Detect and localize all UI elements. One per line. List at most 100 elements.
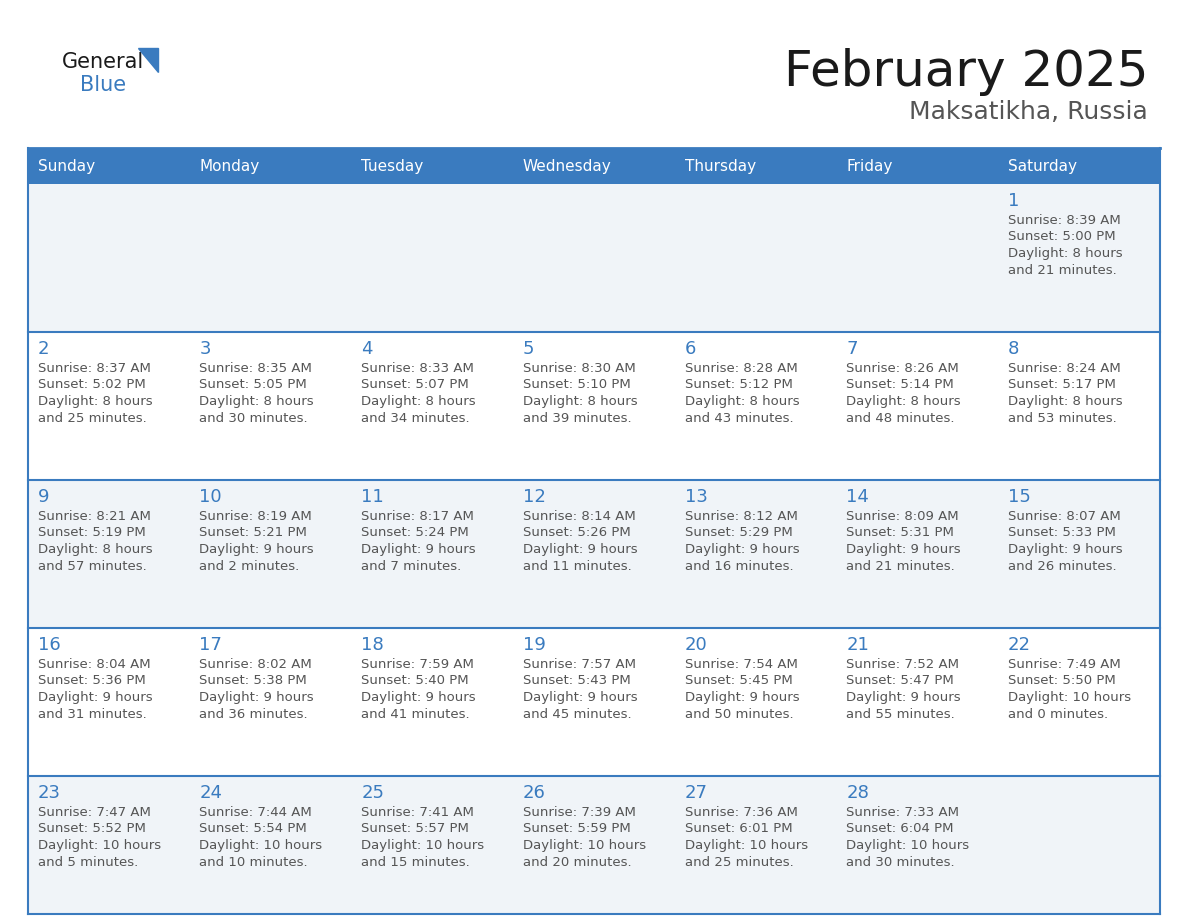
Text: and 11 minutes.: and 11 minutes. xyxy=(523,559,632,573)
Text: and 43 minutes.: and 43 minutes. xyxy=(684,411,794,424)
Text: and 53 minutes.: and 53 minutes. xyxy=(1007,411,1117,424)
Text: Sunrise: 8:02 AM: Sunrise: 8:02 AM xyxy=(200,658,312,671)
Text: Sunrise: 8:30 AM: Sunrise: 8:30 AM xyxy=(523,362,636,375)
Text: Sunrise: 8:07 AM: Sunrise: 8:07 AM xyxy=(1007,510,1120,523)
Text: Daylight: 9 hours: Daylight: 9 hours xyxy=(684,543,800,556)
Text: Sunrise: 8:19 AM: Sunrise: 8:19 AM xyxy=(200,510,312,523)
Bar xyxy=(29,628,1159,776)
Text: and 2 minutes.: and 2 minutes. xyxy=(200,559,299,573)
Text: Sunset: 5:24 PM: Sunset: 5:24 PM xyxy=(361,527,469,540)
Text: 18: 18 xyxy=(361,636,384,654)
Text: 8: 8 xyxy=(1007,340,1019,358)
Text: Sunrise: 8:28 AM: Sunrise: 8:28 AM xyxy=(684,362,797,375)
Text: Daylight: 10 hours: Daylight: 10 hours xyxy=(523,839,646,852)
Text: Daylight: 9 hours: Daylight: 9 hours xyxy=(1007,543,1123,556)
Text: 3: 3 xyxy=(200,340,211,358)
Polygon shape xyxy=(138,48,158,72)
Text: 16: 16 xyxy=(38,636,61,654)
Text: Sunset: 5:02 PM: Sunset: 5:02 PM xyxy=(38,378,145,391)
Text: and 34 minutes.: and 34 minutes. xyxy=(361,411,469,424)
Text: Daylight: 9 hours: Daylight: 9 hours xyxy=(38,691,152,704)
Text: Sunrise: 8:35 AM: Sunrise: 8:35 AM xyxy=(200,362,312,375)
Text: Daylight: 9 hours: Daylight: 9 hours xyxy=(523,543,638,556)
Text: and 57 minutes.: and 57 minutes. xyxy=(38,559,146,573)
Text: Sunrise: 8:39 AM: Sunrise: 8:39 AM xyxy=(1007,214,1120,227)
Text: 5: 5 xyxy=(523,340,535,358)
Bar xyxy=(29,480,1159,628)
Text: Sunset: 6:01 PM: Sunset: 6:01 PM xyxy=(684,823,792,835)
Text: Sunset: 5:12 PM: Sunset: 5:12 PM xyxy=(684,378,792,391)
Text: Sunrise: 8:21 AM: Sunrise: 8:21 AM xyxy=(38,510,151,523)
Text: 24: 24 xyxy=(200,784,222,802)
Text: Daylight: 8 hours: Daylight: 8 hours xyxy=(1007,395,1123,408)
Text: 15: 15 xyxy=(1007,488,1031,506)
Text: Sunset: 5:05 PM: Sunset: 5:05 PM xyxy=(200,378,308,391)
Text: Blue: Blue xyxy=(80,75,126,95)
Text: and 31 minutes.: and 31 minutes. xyxy=(38,708,146,721)
Text: Sunrise: 7:36 AM: Sunrise: 7:36 AM xyxy=(684,806,797,819)
Bar xyxy=(29,776,1159,914)
Text: Sunrise: 7:47 AM: Sunrise: 7:47 AM xyxy=(38,806,151,819)
Text: 10: 10 xyxy=(200,488,222,506)
Text: 27: 27 xyxy=(684,784,708,802)
Text: Daylight: 9 hours: Daylight: 9 hours xyxy=(200,543,314,556)
Text: Sunset: 5:21 PM: Sunset: 5:21 PM xyxy=(200,527,308,540)
Text: and 39 minutes.: and 39 minutes. xyxy=(523,411,632,424)
Text: Sunset: 5:33 PM: Sunset: 5:33 PM xyxy=(1007,527,1116,540)
Text: Sunset: 6:04 PM: Sunset: 6:04 PM xyxy=(846,823,954,835)
Bar xyxy=(29,184,1159,332)
Text: and 20 minutes.: and 20 minutes. xyxy=(523,856,632,868)
Text: Daylight: 10 hours: Daylight: 10 hours xyxy=(846,839,969,852)
Text: Sunrise: 8:14 AM: Sunrise: 8:14 AM xyxy=(523,510,636,523)
Text: and 55 minutes.: and 55 minutes. xyxy=(846,708,955,721)
Text: Sunset: 5:43 PM: Sunset: 5:43 PM xyxy=(523,675,631,688)
Text: General: General xyxy=(62,52,144,72)
Text: Daylight: 8 hours: Daylight: 8 hours xyxy=(38,543,152,556)
Text: Daylight: 9 hours: Daylight: 9 hours xyxy=(846,543,961,556)
Text: 2: 2 xyxy=(38,340,49,358)
Text: Sunset: 5:10 PM: Sunset: 5:10 PM xyxy=(523,378,631,391)
Bar xyxy=(836,148,998,184)
Text: Sunset: 5:29 PM: Sunset: 5:29 PM xyxy=(684,527,792,540)
Text: Sunset: 5:57 PM: Sunset: 5:57 PM xyxy=(361,823,469,835)
Text: Daylight: 9 hours: Daylight: 9 hours xyxy=(684,691,800,704)
Text: Daylight: 9 hours: Daylight: 9 hours xyxy=(846,691,961,704)
Text: Sunset: 5:19 PM: Sunset: 5:19 PM xyxy=(38,527,145,540)
Text: 4: 4 xyxy=(361,340,373,358)
Text: February 2025: February 2025 xyxy=(784,48,1148,96)
Text: Daylight: 9 hours: Daylight: 9 hours xyxy=(361,543,475,556)
Text: Daylight: 10 hours: Daylight: 10 hours xyxy=(1007,691,1131,704)
Text: and 50 minutes.: and 50 minutes. xyxy=(684,708,794,721)
Text: and 21 minutes.: and 21 minutes. xyxy=(1007,263,1117,276)
Text: Sunrise: 7:54 AM: Sunrise: 7:54 AM xyxy=(684,658,797,671)
Text: Daylight: 8 hours: Daylight: 8 hours xyxy=(1007,247,1123,260)
Bar xyxy=(998,148,1159,184)
Text: Sunset: 5:26 PM: Sunset: 5:26 PM xyxy=(523,527,631,540)
Text: 11: 11 xyxy=(361,488,384,506)
Text: Sunrise: 7:59 AM: Sunrise: 7:59 AM xyxy=(361,658,474,671)
Text: Sunset: 5:40 PM: Sunset: 5:40 PM xyxy=(361,675,469,688)
Text: Daylight: 10 hours: Daylight: 10 hours xyxy=(38,839,160,852)
Text: Sunrise: 8:26 AM: Sunrise: 8:26 AM xyxy=(846,362,959,375)
Text: and 7 minutes.: and 7 minutes. xyxy=(361,559,461,573)
Text: Sunset: 5:17 PM: Sunset: 5:17 PM xyxy=(1007,378,1116,391)
Bar xyxy=(675,148,836,184)
Bar xyxy=(352,148,513,184)
Text: and 30 minutes.: and 30 minutes. xyxy=(846,856,955,868)
Text: Sunrise: 7:49 AM: Sunrise: 7:49 AM xyxy=(1007,658,1120,671)
Text: 7: 7 xyxy=(846,340,858,358)
Text: Daylight: 8 hours: Daylight: 8 hours xyxy=(846,395,961,408)
Text: Daylight: 9 hours: Daylight: 9 hours xyxy=(523,691,638,704)
Text: Tuesday: Tuesday xyxy=(361,159,423,174)
Text: Sunset: 5:52 PM: Sunset: 5:52 PM xyxy=(38,823,146,835)
Text: Sunrise: 7:41 AM: Sunrise: 7:41 AM xyxy=(361,806,474,819)
Text: Sunrise: 8:24 AM: Sunrise: 8:24 AM xyxy=(1007,362,1120,375)
Text: 17: 17 xyxy=(200,636,222,654)
Text: Daylight: 8 hours: Daylight: 8 hours xyxy=(361,395,475,408)
Text: 25: 25 xyxy=(361,784,384,802)
Text: Sunday: Sunday xyxy=(38,159,95,174)
Text: Sunrise: 7:57 AM: Sunrise: 7:57 AM xyxy=(523,658,636,671)
Text: and 16 minutes.: and 16 minutes. xyxy=(684,559,794,573)
Text: Sunset: 5:59 PM: Sunset: 5:59 PM xyxy=(523,823,631,835)
Bar xyxy=(513,148,675,184)
